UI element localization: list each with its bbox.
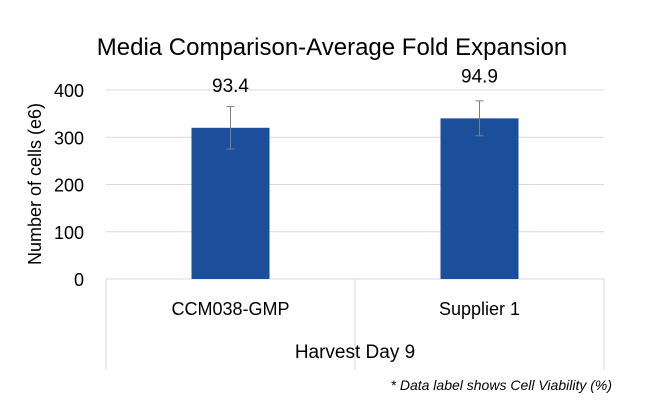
footnote: * Data label shows Cell Viability (%) [391, 377, 613, 393]
y-tick-label: 300 [54, 128, 84, 148]
y-tick-label: 0 [74, 270, 84, 290]
bars [191, 118, 519, 279]
gridlines [106, 89, 604, 233]
data-label: 94.9 [461, 66, 498, 87]
y-tick-label: 200 [54, 176, 84, 196]
bar [191, 127, 270, 279]
y-axis-title: Number of cells (e6) [25, 103, 45, 265]
chart-title: Media Comparison-Average Fold Expansion [97, 34, 567, 61]
x-axis-title: Harvest Day 9 [295, 342, 415, 363]
data-labels: 93.4 94.9 [212, 66, 498, 96]
data-label: 93.4 [212, 76, 249, 97]
y-tick-label: 400 [54, 81, 84, 101]
category-label: Supplier 1 [439, 299, 520, 319]
category-label: CCM038-GMP [171, 299, 289, 319]
error-bars [226, 100, 484, 150]
bar [440, 118, 519, 279]
axes: 0 100 200 300 400 CCM038-GMP Supplier 1 [54, 81, 605, 370]
y-tick-label: 100 [54, 223, 84, 243]
